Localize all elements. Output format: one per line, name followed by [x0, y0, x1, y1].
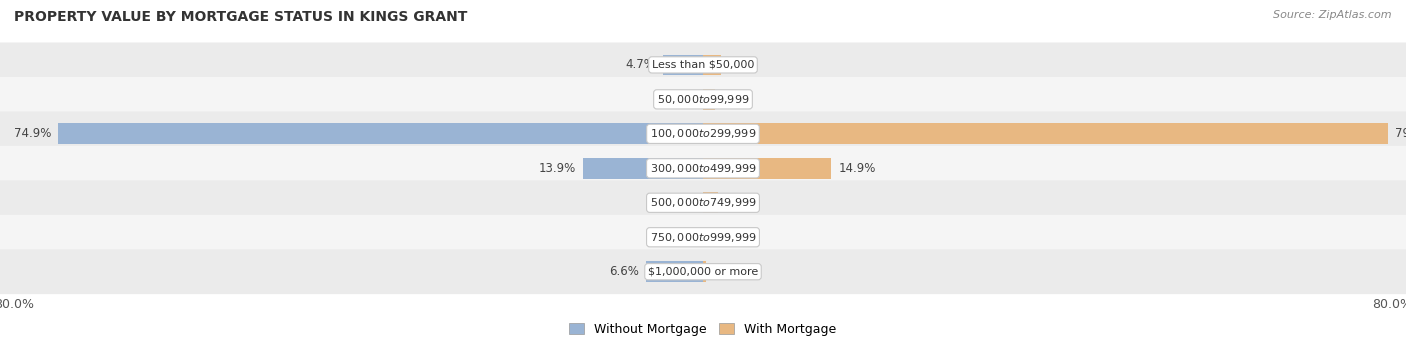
Bar	[703, 123, 1389, 144]
FancyBboxPatch shape	[0, 249, 1406, 294]
Bar	[703, 89, 716, 110]
Text: PROPERTY VALUE BY MORTGAGE STATUS IN KINGS GRANT: PROPERTY VALUE BY MORTGAGE STATUS IN KIN…	[14, 10, 467, 24]
Text: $300,000 to $499,999: $300,000 to $499,999	[650, 162, 756, 175]
Bar	[583, 158, 703, 178]
FancyBboxPatch shape	[0, 112, 1406, 156]
Text: $1,000,000 or more: $1,000,000 or more	[648, 267, 758, 277]
Text: 0.0%: 0.0%	[711, 231, 741, 244]
Text: $100,000 to $299,999: $100,000 to $299,999	[650, 127, 756, 140]
Text: Less than $50,000: Less than $50,000	[652, 60, 754, 70]
Text: 2.1%: 2.1%	[728, 58, 758, 71]
Bar	[703, 261, 706, 282]
Text: $750,000 to $999,999: $750,000 to $999,999	[650, 231, 756, 244]
FancyBboxPatch shape	[0, 77, 1406, 122]
Text: 0.39%: 0.39%	[713, 265, 751, 278]
Text: $50,000 to $99,999: $50,000 to $99,999	[657, 93, 749, 106]
FancyBboxPatch shape	[0, 215, 1406, 260]
Bar	[703, 192, 717, 213]
Bar	[703, 54, 721, 75]
FancyBboxPatch shape	[0, 42, 1406, 87]
Text: 1.4%: 1.4%	[721, 93, 752, 106]
Bar	[647, 261, 703, 282]
Legend: Without Mortgage, With Mortgage: Without Mortgage, With Mortgage	[564, 318, 842, 340]
Text: 0.0%: 0.0%	[665, 196, 695, 209]
FancyBboxPatch shape	[0, 180, 1406, 225]
Text: 1.7%: 1.7%	[724, 196, 755, 209]
Text: 14.9%: 14.9%	[838, 162, 876, 175]
Text: 0.0%: 0.0%	[665, 93, 695, 106]
Text: 79.6%: 79.6%	[1395, 127, 1406, 140]
Text: 0.0%: 0.0%	[665, 231, 695, 244]
Bar	[662, 54, 703, 75]
Bar	[703, 158, 831, 178]
Text: 4.7%: 4.7%	[626, 58, 655, 71]
Text: $500,000 to $749,999: $500,000 to $749,999	[650, 196, 756, 209]
Text: 6.6%: 6.6%	[609, 265, 640, 278]
FancyBboxPatch shape	[0, 146, 1406, 191]
Text: Source: ZipAtlas.com: Source: ZipAtlas.com	[1274, 10, 1392, 20]
Text: 13.9%: 13.9%	[538, 162, 576, 175]
Text: 74.9%: 74.9%	[14, 127, 51, 140]
Bar	[58, 123, 703, 144]
